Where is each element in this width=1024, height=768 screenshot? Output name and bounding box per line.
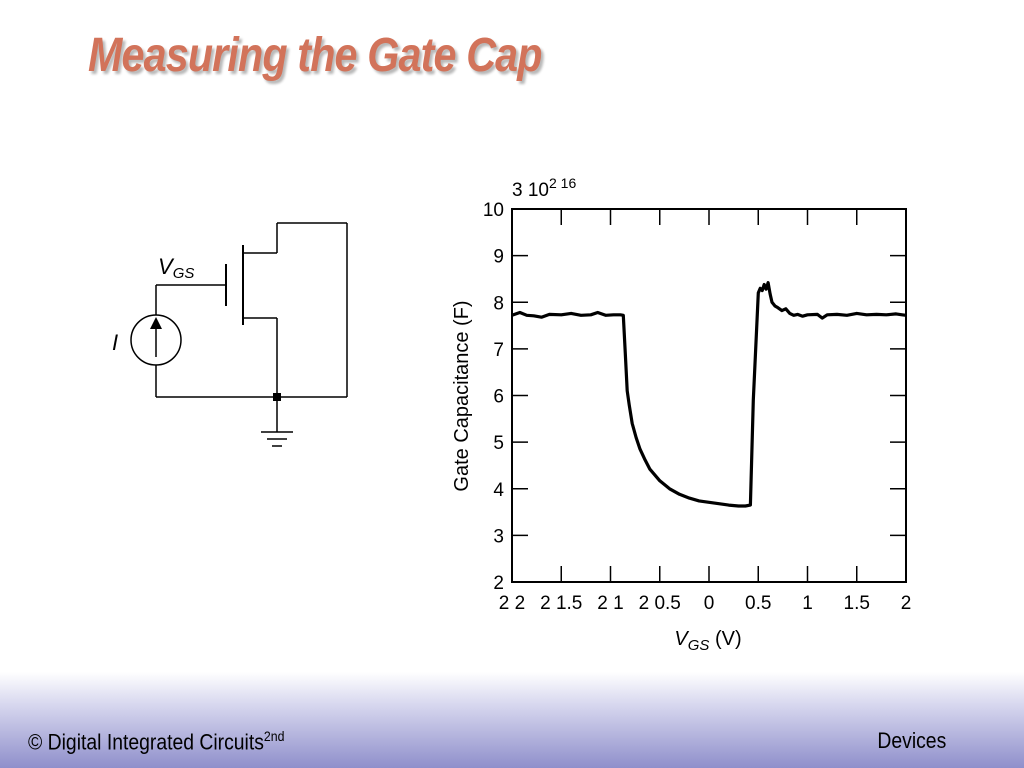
y-tick-label: 5 bbox=[493, 433, 504, 454]
x-tick-label: 2 1.5 bbox=[540, 593, 582, 614]
y-axis-label: Gate Capacitance (F) bbox=[451, 300, 473, 491]
vgs-label: VGS bbox=[158, 254, 194, 282]
x-tick-label: 2 0.5 bbox=[639, 593, 681, 614]
y-tick-label: 2 bbox=[493, 573, 504, 594]
x-tick-label: 2 2 bbox=[499, 593, 525, 614]
plot-frame bbox=[511, 208, 907, 583]
footer-course-title: © Digital Integrated Circuits2nd bbox=[28, 728, 285, 755]
y-tick-label: 8 bbox=[493, 293, 504, 314]
y-tick-label: 9 bbox=[493, 247, 504, 268]
x-tick-label: 2 bbox=[901, 593, 912, 614]
y-multiplier-label: 3 102 16 bbox=[512, 175, 576, 201]
x-tick-label: 2 1 bbox=[597, 593, 623, 614]
current-label: I bbox=[112, 330, 118, 355]
x-tick-label: 1 bbox=[802, 593, 813, 614]
x-axis-label: VGS (V) bbox=[674, 628, 741, 654]
tick-marks bbox=[511, 208, 907, 583]
y-tick-label: 10 bbox=[483, 200, 504, 221]
capacitance-curve bbox=[511, 281, 907, 508]
footer-section-name: Devices bbox=[877, 728, 946, 753]
y-tick-label: 3 bbox=[493, 526, 504, 547]
x-tick-label: 1.5 bbox=[844, 593, 870, 614]
measurement-circuit: VGS I bbox=[112, 222, 348, 447]
y-tick-labels: 2 3 4 5 6 7 8 9 10 bbox=[483, 200, 505, 594]
y-tick-label: 7 bbox=[493, 340, 504, 361]
footer-band bbox=[0, 672, 1024, 768]
x-tick-label: 0 bbox=[704, 593, 715, 614]
ground-node bbox=[273, 393, 281, 401]
current-arrow-head bbox=[150, 317, 162, 329]
slide-title: Measuring the Gate Cap bbox=[88, 29, 542, 82]
x-tick-label: 0.5 bbox=[745, 593, 771, 614]
y-tick-label: 6 bbox=[493, 387, 504, 408]
x-tick-labels: 2 2 2 1.5 2 1 2 0.5 0 0.5 1 1.5 2 bbox=[499, 593, 912, 614]
y-tick-label: 4 bbox=[493, 480, 504, 501]
